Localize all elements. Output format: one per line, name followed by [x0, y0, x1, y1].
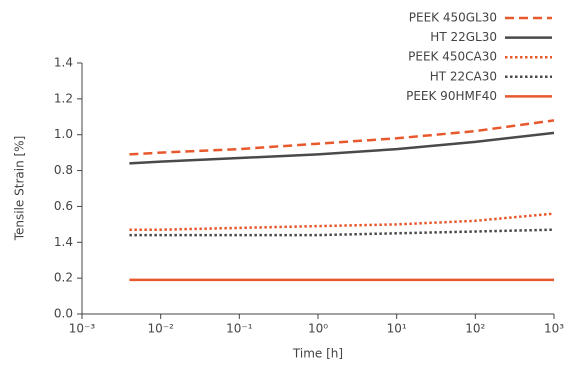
x-tick-label: 10¹	[387, 322, 407, 336]
y-tick-label: 0.8	[54, 163, 73, 177]
legend-label: HT 22CA30	[430, 69, 497, 83]
legend-label: HT 22GL30	[430, 30, 497, 44]
y-tick-label: 0.6	[54, 199, 73, 213]
legend-label: PEEK 90HMF40	[406, 89, 497, 103]
y-tick-label: 0.0	[54, 307, 73, 321]
x-tick-label: 10⁻²	[147, 322, 174, 336]
y-tick-label: 1.4	[54, 56, 73, 70]
y-axis-label: Tensile Strain [%]	[13, 136, 27, 242]
legend-label: PEEK 450GL30	[409, 11, 497, 25]
x-tick-label: 10⁻¹	[226, 322, 253, 336]
x-tick-label: 10⁰	[308, 322, 328, 336]
x-tick-label: 10²	[465, 322, 485, 336]
y-tick-label: 1.4	[54, 235, 73, 249]
x-tick-label: 10⁻³	[69, 322, 96, 336]
series-line	[129, 131, 555, 165]
y-tick-label: 1.2	[54, 91, 73, 105]
x-tick-label: 10³	[544, 322, 564, 336]
series-line	[129, 228, 555, 237]
legend-label: PEEK 450CA30	[408, 50, 497, 64]
y-tick-label: 0.2	[54, 271, 73, 285]
series-line	[129, 212, 555, 231]
y-tick-label: 1.0	[54, 127, 73, 141]
x-axis-label: Time [h]	[292, 347, 343, 361]
series-line	[129, 119, 555, 156]
